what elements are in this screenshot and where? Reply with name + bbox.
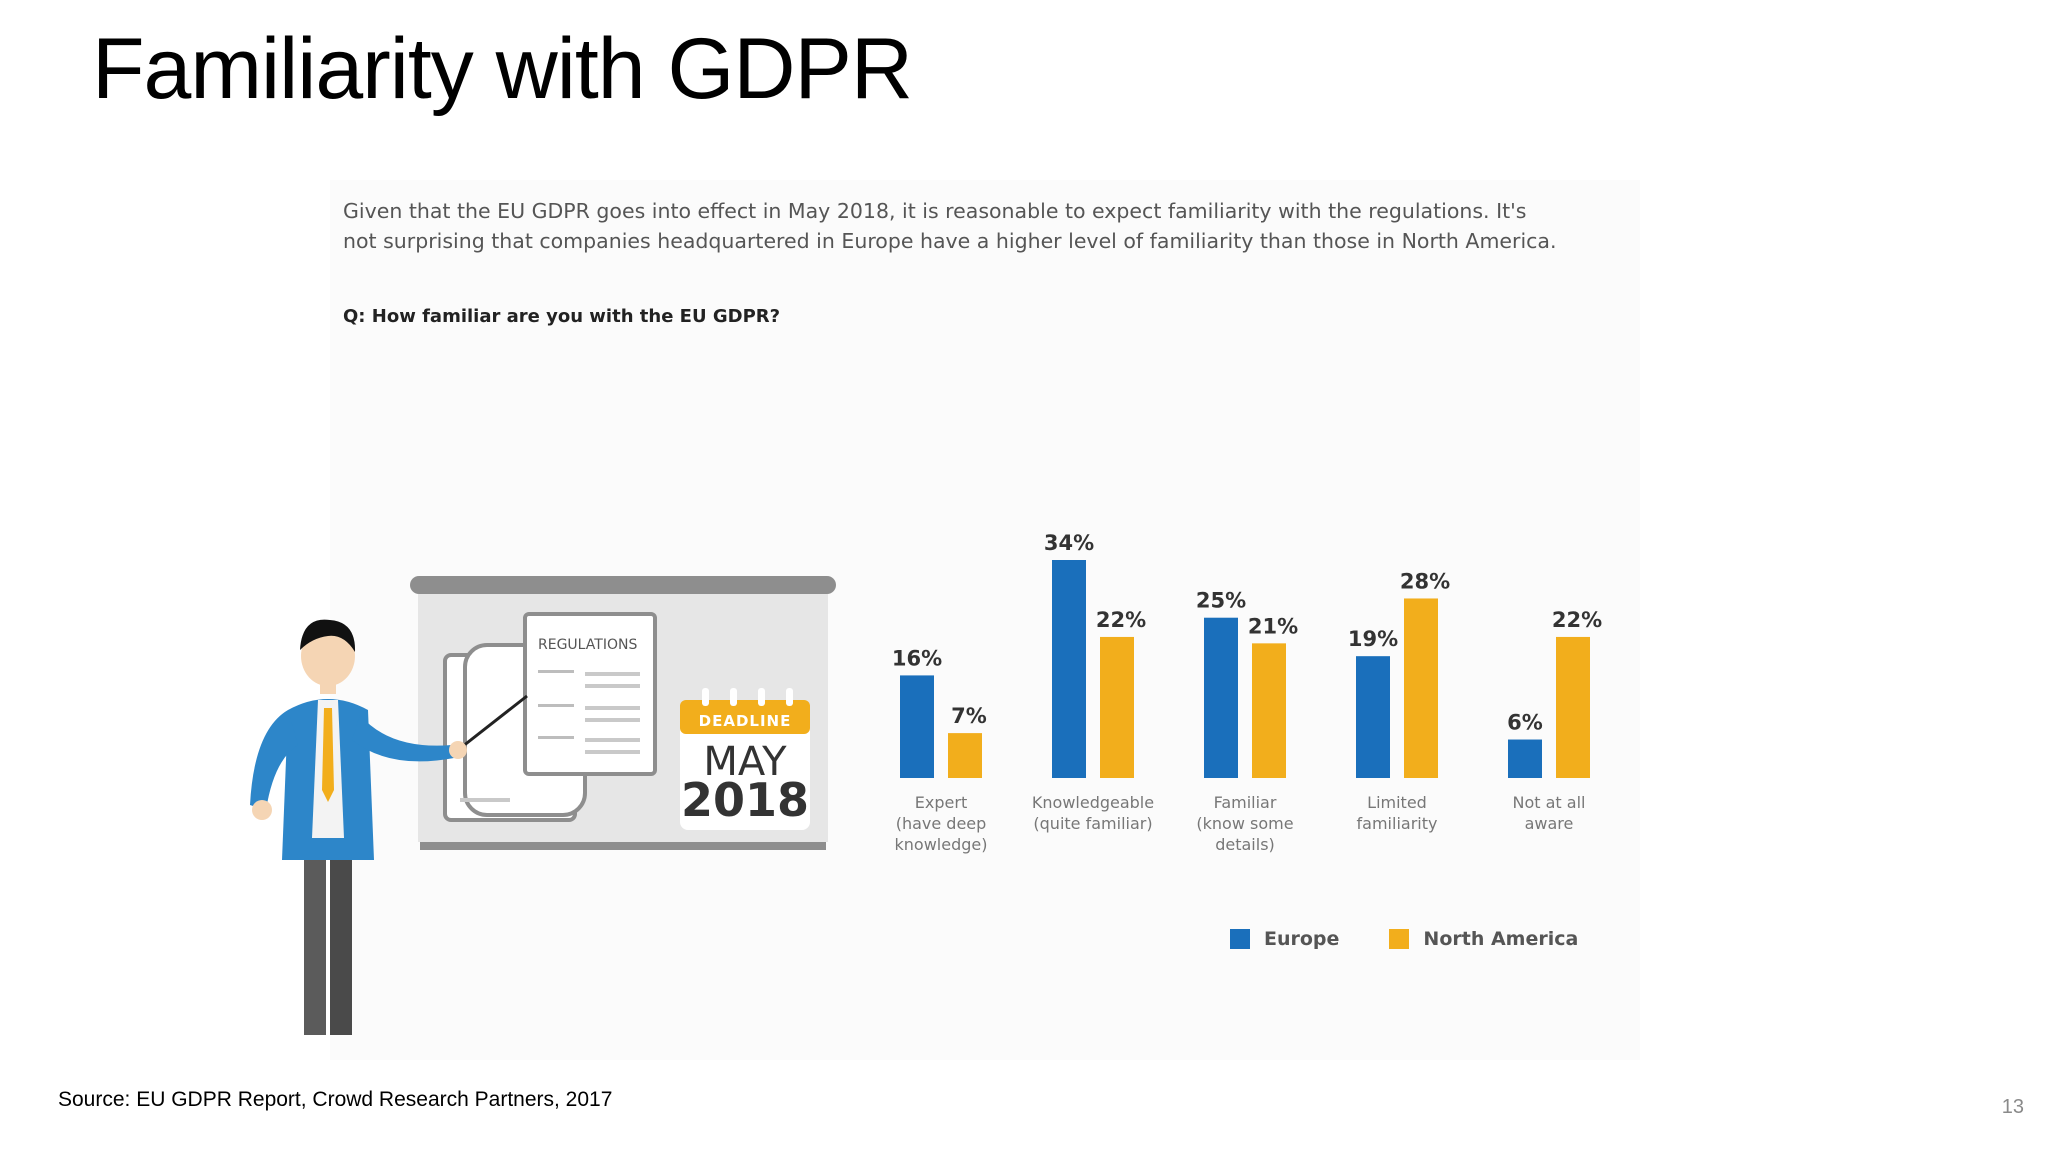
board-heading: REGULATIONS: [538, 637, 637, 653]
legend-label-north-america: North America: [1423, 928, 1579, 950]
slide-title: Familiarity with GDPR: [92, 21, 913, 117]
data-label: 16%: [892, 646, 942, 670]
category-label: (know some: [1196, 814, 1293, 833]
chart-legend: Europe North America: [1230, 928, 1578, 950]
intro-line-1: Given that the EU GDPR goes into effect …: [343, 199, 1527, 223]
category-label: familiarity: [1357, 814, 1438, 833]
data-label: 6%: [1507, 711, 1543, 735]
category-label: (have deep: [896, 814, 987, 833]
calendar-month: MAY: [703, 739, 787, 785]
source-citation: Source: EU GDPR Report, Crowd Research P…: [58, 1088, 613, 1111]
familiarity-bar-chart: 16% 7% Expert (have deep knowledge) 34% 22% Kno…: [892, 531, 1602, 854]
bar-europe: [900, 675, 934, 778]
bar-north-america: [1252, 643, 1286, 778]
data-label: 22%: [1552, 608, 1602, 632]
data-label: 34%: [1044, 531, 1094, 555]
category-label: Limited: [1367, 793, 1427, 812]
category-label: Familiar: [1214, 793, 1277, 812]
category-label: details): [1215, 835, 1275, 854]
bar-europe: [1052, 560, 1086, 778]
page-number: 13: [2001, 1096, 2024, 1118]
bar-europe: [1508, 739, 1542, 778]
data-label: 22%: [1096, 608, 1146, 632]
bar-europe: [1356, 656, 1390, 778]
calendar-year: 2018: [681, 773, 809, 827]
bar-europe: [1204, 617, 1238, 778]
legend-item-north-america: North America: [1389, 928, 1578, 950]
bar-north-america: [1404, 598, 1438, 778]
legend-item-europe: Europe: [1230, 928, 1339, 950]
bar-north-america: [948, 733, 982, 778]
category-label: Expert: [915, 793, 967, 812]
calendar-icon: DEADLINE MAY 2018: [680, 688, 810, 830]
calendar-label: DEADLINE: [699, 712, 792, 730]
pointer-stick: [457, 694, 528, 752]
data-label: 21%: [1248, 614, 1298, 638]
data-label: 7%: [951, 704, 987, 728]
presenter-illustration: REGULATIONS DEADLINE MAY 2018: [250, 576, 836, 1035]
regulations-document-icon: REGULATIONS: [443, 612, 657, 822]
legend-swatch-north-america: [1389, 929, 1410, 949]
category-label: aware: [1525, 814, 1574, 833]
legend-swatch-europe: [1230, 929, 1250, 949]
bar-north-america: [1100, 636, 1134, 778]
category-label: (quite familiar): [1033, 814, 1152, 833]
data-label: 19%: [1348, 627, 1398, 651]
intro-line-2: not surprising that companies headquarte…: [343, 229, 1557, 253]
survey-question: Q: How familiar are you with the EU GDPR…: [343, 306, 781, 327]
bar-north-america: [1556, 636, 1590, 778]
presenter-figure: [250, 619, 467, 1035]
data-label: 28%: [1400, 569, 1450, 593]
data-label: 25%: [1196, 589, 1246, 613]
category-label: knowledge): [895, 835, 988, 854]
intro-text: Given that the EU GDPR goes into effect …: [343, 196, 1593, 256]
category-label: Not at all: [1513, 793, 1586, 812]
legend-label-europe: Europe: [1264, 928, 1340, 950]
category-label: Knowledgeable: [1032, 793, 1154, 812]
